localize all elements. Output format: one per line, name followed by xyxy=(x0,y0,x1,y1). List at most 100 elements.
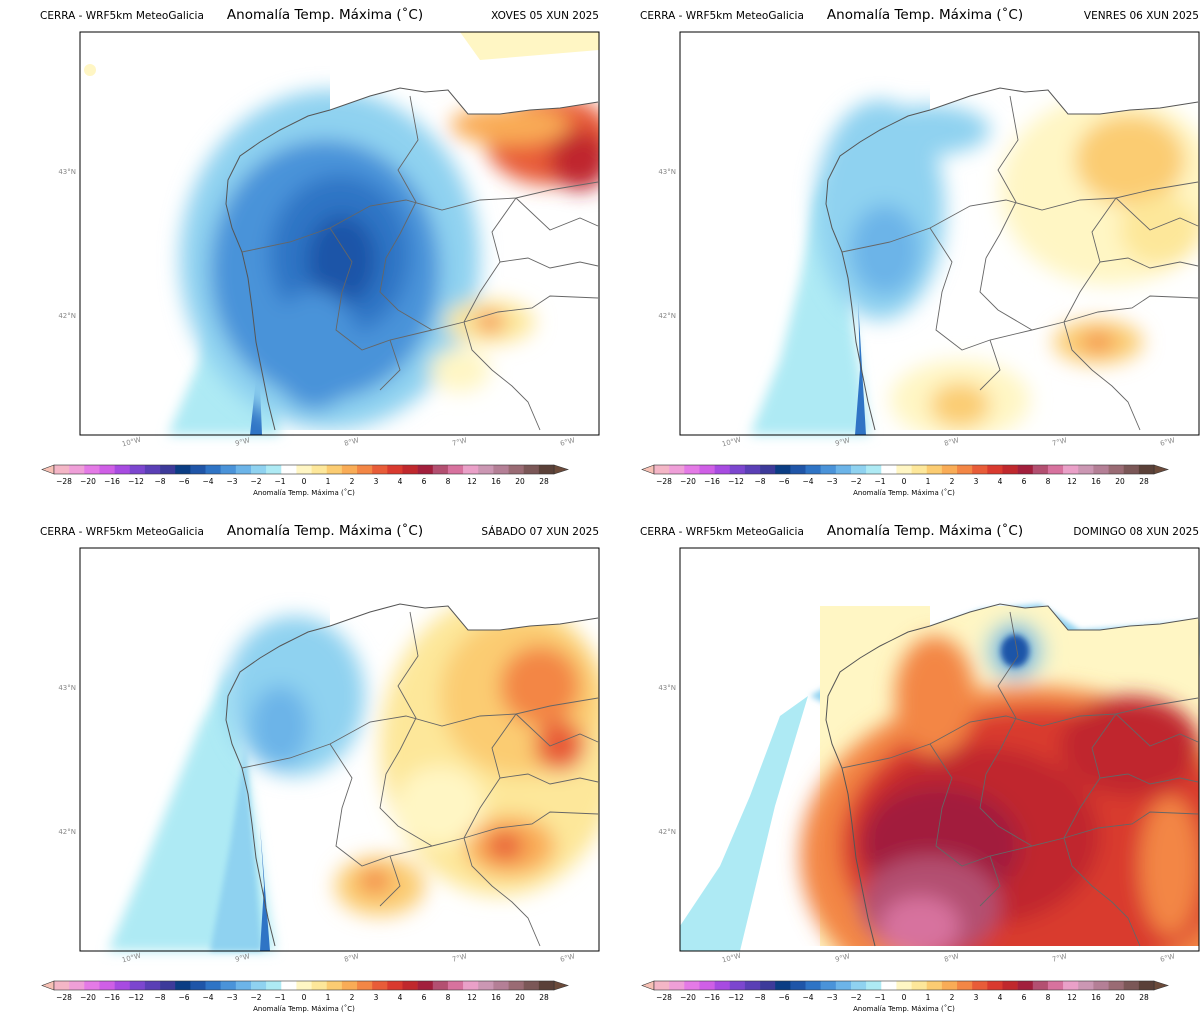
colorbar-swatch xyxy=(987,981,1003,990)
colorbar-swatch xyxy=(790,465,806,474)
map-panel-4: CERRA - WRF5km MeteoGalicia Anomalía Tem… xyxy=(640,516,1200,1016)
colorbar-tick-label: −6 xyxy=(778,477,789,486)
colorbar-swatch xyxy=(175,981,191,990)
colorbar-frame xyxy=(53,464,555,475)
forecast-date: VENRES 06 XUN 2025 xyxy=(1083,10,1199,22)
colorbar-swatch xyxy=(84,465,100,474)
colorbar-tick-label: −2 xyxy=(250,993,261,1002)
colorbar-tick-label: 3 xyxy=(974,993,979,1002)
anomaly-map: 10°W 9°W 8°W 7°W 6°W 43°N 42°N xyxy=(658,31,1200,448)
colorbar-swatch xyxy=(654,465,670,474)
colorbar-swatch xyxy=(129,981,146,990)
colorbar-tick-label: −6 xyxy=(178,993,189,1002)
colorbar-swatch xyxy=(326,465,343,474)
lon-tick: 10°W xyxy=(121,952,142,965)
colorbar-swatch xyxy=(508,465,524,474)
colorbar-tick-label: 12 xyxy=(1067,477,1077,486)
lon-tick: 9°W xyxy=(234,952,251,964)
anomaly-map: 10°W 9°W 8°W 7°W 6°W 43°N 42°N xyxy=(58,31,600,448)
colorbar-tick-label: −16 xyxy=(104,993,120,1002)
colorbar-tick-label: −8 xyxy=(754,993,765,1002)
colorbar-swatch xyxy=(941,465,958,474)
colorbar: −28 −20 −16 −12 −8 −6 −4 −3 −2 −1 0 1 2 3 4 6 8 12 16 20 28A… xyxy=(41,464,569,497)
colorbar-tick-label: −4 xyxy=(802,993,813,1002)
axis-ticks: 10°W 9°W 8°W 7°W 6°W 43°N 42°N xyxy=(58,168,575,448)
colorbar-tick-label: 8 xyxy=(446,477,451,486)
anomaly-map: 10°W 9°W 8°W 7°W 6°W 43°N 42°N xyxy=(658,547,1200,964)
colorbar-tick-label: −8 xyxy=(154,993,165,1002)
colorbar-swatch xyxy=(326,981,343,990)
forecast-date: XOVES 05 XUN 2025 xyxy=(491,10,599,22)
lon-tick: 10°W xyxy=(121,436,142,449)
lon-tick: 6°W xyxy=(559,952,576,964)
colorbar-tick-label: −8 xyxy=(754,477,765,486)
colorbar-swatch xyxy=(744,465,761,474)
colorbar-swatch xyxy=(478,981,494,990)
colorbar-swatch xyxy=(372,981,388,990)
colorbar-tick-label: −6 xyxy=(778,993,789,1002)
colorbar-tick-label: 0 xyxy=(902,477,907,486)
colorbar-swatch xyxy=(1093,465,1109,474)
colorbar-swatch xyxy=(669,465,685,474)
colorbar-tick-label: 0 xyxy=(302,477,307,486)
lon-tick: 7°W xyxy=(451,952,468,964)
colorbar-swatch xyxy=(866,465,882,474)
colorbar-swatch xyxy=(729,981,746,990)
colorbar-swatch xyxy=(699,981,715,990)
colorbar-swatch xyxy=(447,465,464,474)
colorbar-swatch xyxy=(387,981,403,990)
colorbar-label: Anomalía Temp. Máxima (˚C) xyxy=(853,489,955,497)
colorbar-extend-max xyxy=(553,464,569,475)
colorbar-swatch xyxy=(896,465,912,474)
colorbar-swatch xyxy=(987,465,1003,474)
colorbar-tick-label: 0 xyxy=(302,993,307,1002)
lat-tick: 43°N xyxy=(658,168,676,176)
colorbar-swatch xyxy=(1032,981,1049,990)
colorbar-tick-label: −4 xyxy=(202,993,213,1002)
colorbar-tick-label: 20 xyxy=(1115,993,1125,1002)
colorbar-swatch xyxy=(372,465,388,474)
colorbar-tick-label: 1 xyxy=(926,477,931,486)
colorbar-tick-label: 4 xyxy=(998,993,1003,1002)
lon-tick: 6°W xyxy=(1159,952,1176,964)
panel-header: CERRA - WRF5km MeteoGalicia Anomalía Tem… xyxy=(640,516,1200,544)
colorbar-tick-label: −28 xyxy=(56,993,72,1002)
lon-tick: 7°W xyxy=(1051,436,1068,448)
colorbar-swatch xyxy=(911,465,928,474)
colorbar-swatch xyxy=(1123,981,1140,990)
colorbar-tick-label: 20 xyxy=(1115,477,1125,486)
colorbar-swatch xyxy=(775,465,791,474)
colorbar-swatch xyxy=(144,465,161,474)
colorbar-swatch xyxy=(266,465,282,474)
colorbar-swatch xyxy=(926,465,943,474)
lat-tick: 42°N xyxy=(658,312,676,320)
colorbar-tick-label: −4 xyxy=(802,477,813,486)
colorbar-tick-label: 20 xyxy=(515,993,525,1002)
lat-tick: 42°N xyxy=(58,312,76,320)
colorbar-extend-min xyxy=(41,464,55,475)
colorbar-swatch xyxy=(281,981,297,990)
land-field xyxy=(800,606,1199,946)
colorbar-swatch xyxy=(941,981,958,990)
colorbar-swatch xyxy=(508,981,524,990)
colorbar-swatch xyxy=(220,981,237,990)
colorbar-swatch xyxy=(538,981,555,990)
colorbar-tick-label: 28 xyxy=(1139,993,1149,1002)
colorbar-swatch xyxy=(281,465,297,474)
lon-tick: 8°W xyxy=(943,436,960,448)
colorbar-tick-label: −8 xyxy=(154,477,165,486)
colorbar-swatch xyxy=(1078,981,1094,990)
colorbar-tick-label: 6 xyxy=(1022,993,1027,1002)
colorbar-swatch xyxy=(972,465,988,474)
lat-tick: 43°N xyxy=(58,684,76,692)
colorbar-swatch xyxy=(341,981,358,990)
colorbar-swatch xyxy=(357,465,373,474)
colorbar-swatch xyxy=(1063,465,1079,474)
colorbar-extend-min xyxy=(41,980,55,991)
colorbar-frame xyxy=(53,980,555,991)
colorbar-tick-label: −2 xyxy=(850,477,861,486)
colorbar-swatch xyxy=(99,465,115,474)
colorbar-swatch xyxy=(235,981,252,990)
colorbar-extend-max xyxy=(553,980,569,991)
colorbar-tick-label: 2 xyxy=(350,993,355,1002)
